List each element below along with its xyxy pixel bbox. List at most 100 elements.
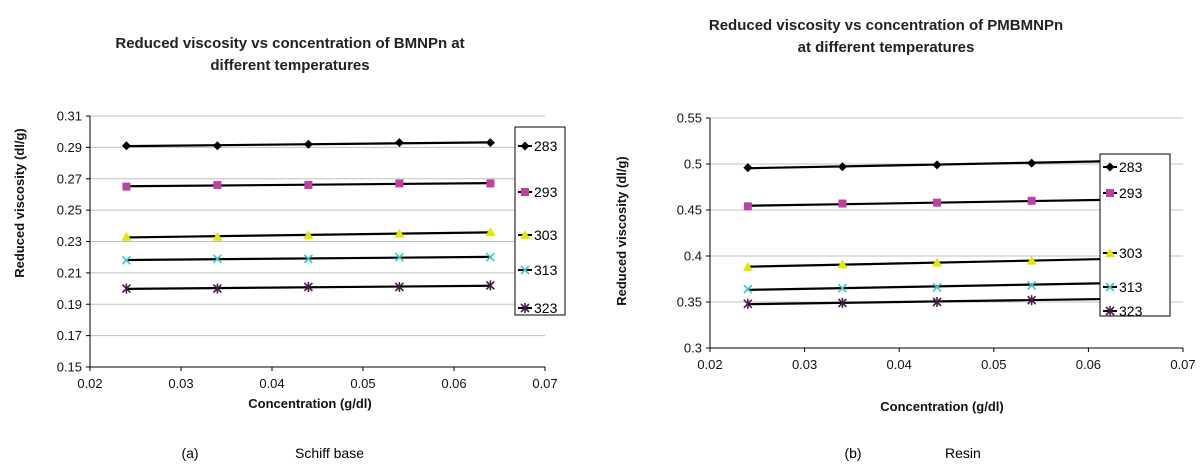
legend-label-303: 303 [1119,245,1143,261]
x-tick-label: 0.02 [77,376,102,391]
y-tick-label: 0.19 [57,297,82,312]
data-point-293 [743,202,752,211]
data-point-283 [303,139,313,149]
legend-label-323: 323 [534,300,558,316]
caption-text: Resin [945,445,981,461]
x-axis-label: Concentration (g/dl) [880,399,1004,414]
plot-area: 0.3 0.35 0.4 0.45 0.5 0.55 0.02 0.03 0.04 0.05 0.0… [677,111,1196,373]
x-tick-label: 0.03 [168,376,193,391]
data-point-283 [837,162,847,172]
y-axis-label: Reduced viscosity (dl/g) [614,156,629,306]
data-point-313 [837,283,848,293]
legend-label-293: 293 [534,184,558,200]
legend-marker-323 [520,303,530,313]
legend-label-293: 293 [1119,185,1143,201]
legend-label-313: 313 [534,262,558,278]
x-axis-label: Concentration (g/dl) [248,396,372,411]
y-tick-label: 0.17 [57,328,82,343]
x-tick-label: 0.07 [532,376,557,391]
caption-label: (b) [844,445,861,461]
data-point-313 [212,254,222,264]
data-point-323 [303,281,313,292]
x-tick-label: 0.03 [792,357,817,372]
legend-label-303: 303 [534,227,558,243]
data-point-293 [486,179,495,188]
data-point-293 [395,179,404,188]
caption-text: Schiff base [295,445,364,461]
data-point-293 [213,181,222,190]
data-point-313 [743,284,753,294]
data-point-313 [485,252,495,262]
data-point-293 [838,199,847,208]
chart-schiff-base: Reduced viscosity vs concentration of BM… [12,35,566,461]
legend-marker-313 [1105,282,1115,292]
data-point-313 [121,255,131,265]
data-point-293 [1027,196,1036,205]
y-tick-label: 0.55 [677,111,702,126]
y-tick-label: 0.29 [57,140,82,155]
x-tick-label: 0.04 [259,376,284,391]
legend-label-283: 283 [1119,159,1143,175]
plot-area: 0.15 0.17 0.19 0.21 0.23 0.25 0.27 0.29 0.31 0.02… [57,109,566,391]
y-tick-label: 0.4 [684,249,702,264]
legend-marker-293 [521,188,529,196]
legend-marker-323 [1105,306,1115,316]
legend-marker-283 [1105,162,1115,172]
legend-box [514,126,566,316]
data-point-303 [932,257,943,267]
legend-marker-303 [1105,248,1115,257]
data-point-323 [1027,295,1037,306]
x-tick-label: 0.07 [1170,357,1195,372]
x-tick-label: 0.06 [1076,357,1101,372]
legend-label-323: 323 [1119,303,1143,319]
chart-title-line-1: Reduced viscosity vs concentration of BM… [115,35,464,52]
data-point-323 [212,283,222,294]
data-point-293 [122,182,131,191]
chart-title-line-1: Reduced viscosity vs concentration of PM… [709,17,1063,34]
y-tick-label: 0.25 [57,203,82,218]
data-point-303 [303,230,314,240]
data-point-283 [121,141,131,151]
y-tick-label: 0.5 [684,157,702,172]
y-tick-label: 0.3 [684,341,702,356]
y-tick-label: 0.31 [57,109,82,124]
data-point-283 [394,138,404,148]
data-point-293 [933,198,942,207]
data-point-323 [394,281,404,292]
y-tick-label: 0.45 [677,203,702,218]
data-point-303 [742,262,753,272]
x-tick-label: 0.06 [441,376,466,391]
data-point-283 [743,163,753,173]
chart-title-line-2: different temperatures [210,57,369,74]
data-point-323 [121,283,131,294]
y-tick-label: 0.21 [57,265,82,280]
data-point-313 [303,254,313,264]
data-point-313 [932,282,942,292]
x-tick-label: 0.04 [887,357,912,372]
data-point-283 [932,160,942,170]
data-point-323 [932,297,942,307]
x-tick-label: 0.05 [350,376,375,391]
y-tick-label: 0.23 [57,234,82,249]
y-tick-label: 0.15 [57,360,82,375]
chart-title-line-2: at different temperatures [798,39,975,56]
y-tick-label: 0.27 [57,171,82,186]
data-point-283 [485,138,495,148]
data-point-313 [1027,280,1037,291]
data-point-313 [394,252,404,262]
data-point-283 [212,141,222,151]
x-tick-label: 0.02 [697,357,722,372]
caption-label: (a) [181,445,198,461]
legend-marker-283 [520,141,530,151]
data-point-293 [304,181,313,190]
data-point-303 [121,231,132,241]
legend-marker-303 [520,230,530,239]
legend-label-283: 283 [534,138,558,154]
x-tick-label: 0.05 [981,357,1006,372]
data-point-323 [837,297,848,308]
data-point-323 [743,298,753,309]
data-point-303 [394,228,405,238]
y-tick-label: 0.35 [677,295,702,310]
chart-resin: Reduced viscosity vs concentration of PM… [614,17,1196,461]
